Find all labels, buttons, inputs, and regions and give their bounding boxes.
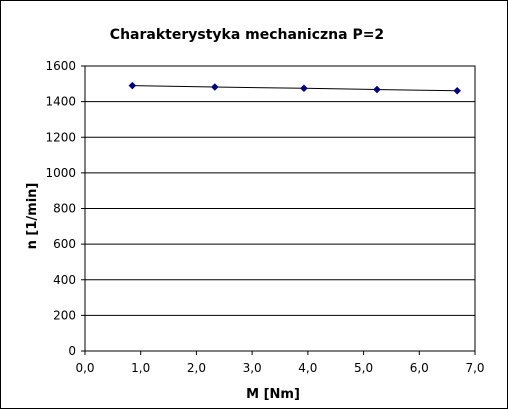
y-tick-label: 1400 [45, 95, 76, 109]
x-tick-label: 7,0 [465, 361, 484, 375]
gridlines [85, 101, 475, 316]
x-tick-label: 0,0 [75, 361, 94, 375]
x-tick-label: 5,0 [354, 361, 373, 375]
chart-title: Charakterystyka mechaniczna P=2 [110, 27, 384, 43]
x-tick-label: 3,0 [243, 361, 262, 375]
y-tick-label: 600 [53, 237, 76, 251]
x-axis-ticks: 0,0 1,0 2,0 3,0 4,0 5,0 6,0 7,0 [75, 351, 485, 375]
y-tick-label: 800 [53, 202, 76, 216]
y-tick-label: 1000 [45, 166, 76, 180]
y-tick-label: 1200 [45, 130, 76, 144]
x-axis-label: M [Nm] [246, 387, 300, 402]
data-point-marker [300, 84, 308, 93]
y-tick-label: 1600 [45, 59, 76, 73]
series [128, 81, 462, 95]
x-tick-label: 6,0 [410, 361, 429, 375]
data-point-marker [453, 86, 462, 95]
y-axis-ticks: 0 200 400 600 800 1000 1200 1400 1600 [45, 59, 85, 358]
x-tick-label: 2,0 [187, 361, 206, 375]
data-point-marker [128, 81, 137, 90]
series-line [132, 85, 458, 92]
y-axis-label: n [1/min] [25, 183, 40, 250]
data-point-marker [210, 83, 219, 91]
y-tick-label: 0 [68, 344, 76, 358]
data-point-marker [373, 85, 381, 94]
x-tick-label: 1,0 [131, 361, 150, 375]
y-tick-label: 200 [53, 308, 76, 322]
x-tick-label: 4,0 [298, 361, 317, 375]
y-tick-label: 400 [53, 273, 76, 287]
